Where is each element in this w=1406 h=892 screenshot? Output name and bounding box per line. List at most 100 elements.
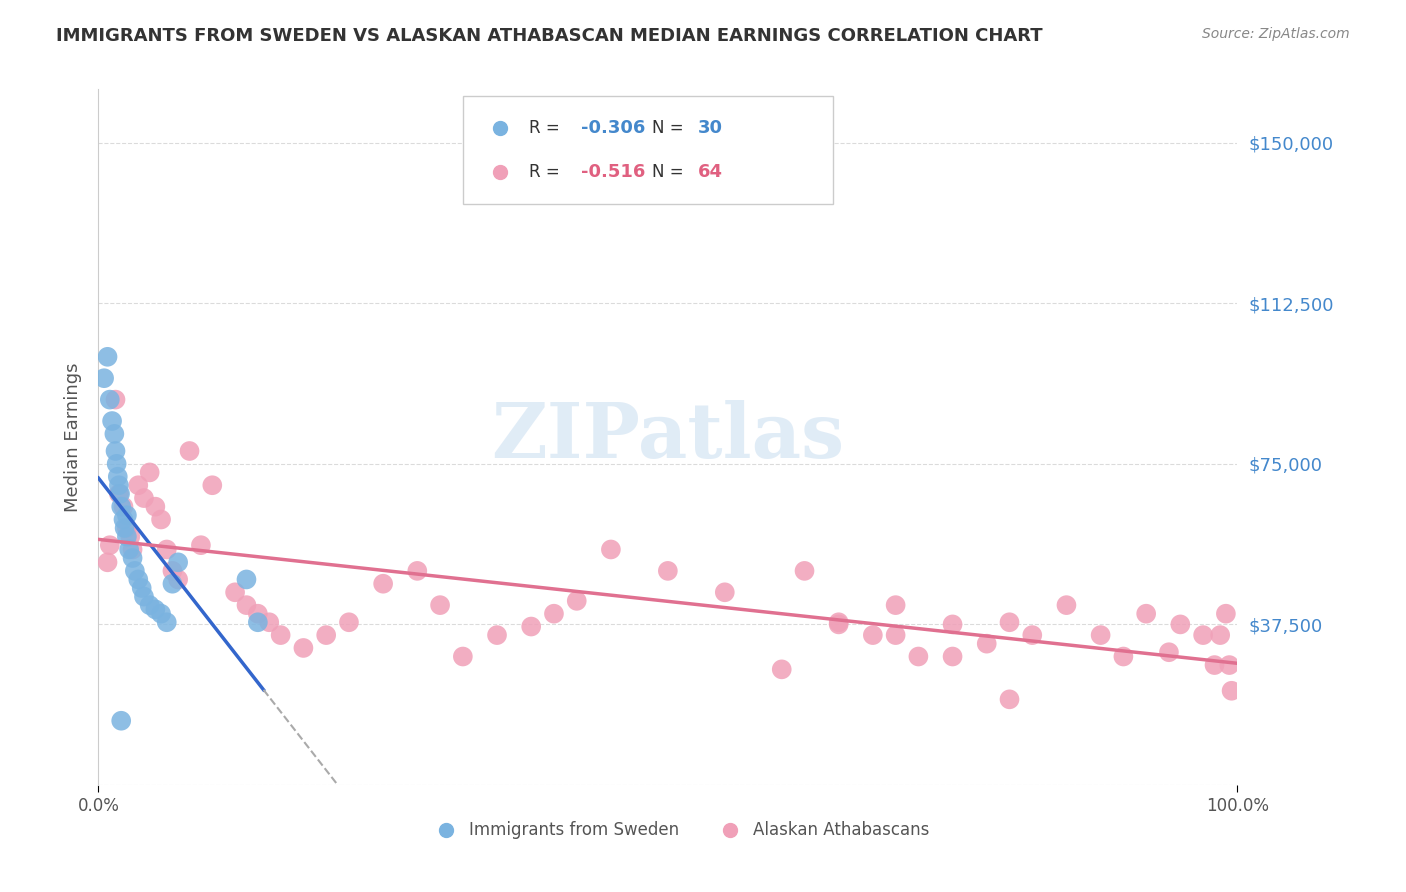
Point — [907, 649, 929, 664]
Point — [235, 573, 257, 587]
Point — [114, 521, 136, 535]
Point — [108, 487, 131, 501]
Point — [657, 564, 679, 578]
Point — [132, 590, 155, 604]
Point — [150, 512, 173, 526]
Point — [270, 628, 292, 642]
Point — [138, 598, 160, 612]
Text: N =: N = — [652, 162, 689, 181]
Text: -0.516: -0.516 — [581, 162, 645, 181]
Point — [118, 542, 141, 557]
Point — [145, 500, 167, 514]
Point — [108, 487, 131, 501]
Point — [101, 414, 124, 428]
Point — [201, 478, 224, 492]
Point — [108, 478, 131, 492]
Point — [156, 615, 179, 630]
Point — [600, 542, 623, 557]
Text: R =: R = — [529, 120, 565, 137]
Point — [714, 585, 737, 599]
Point — [565, 594, 588, 608]
Point — [259, 615, 281, 630]
Point — [138, 466, 160, 480]
FancyBboxPatch shape — [463, 96, 832, 204]
Point — [115, 530, 138, 544]
Point — [1135, 607, 1157, 621]
Point — [121, 551, 143, 566]
Point — [828, 615, 851, 630]
Point — [127, 478, 149, 492]
Point — [235, 598, 257, 612]
Point — [105, 457, 128, 471]
Point — [292, 640, 315, 655]
Point — [371, 576, 394, 591]
Point — [486, 628, 509, 642]
Point — [190, 538, 212, 552]
Point — [96, 350, 118, 364]
Point — [1204, 658, 1226, 673]
Point — [543, 607, 565, 621]
Y-axis label: Median Earnings: Median Earnings — [65, 362, 83, 512]
Point — [110, 500, 132, 514]
Point — [1112, 649, 1135, 664]
Point — [1192, 628, 1215, 642]
Text: Immigrants from Sweden: Immigrants from Sweden — [468, 822, 679, 839]
Point — [998, 615, 1021, 630]
Point — [132, 491, 155, 505]
Point — [1021, 628, 1043, 642]
Text: 30: 30 — [697, 120, 723, 137]
Point — [104, 444, 127, 458]
Text: IMMIGRANTS FROM SWEDEN VS ALASKAN ATHABASCAN MEDIAN EARNINGS CORRELATION CHART: IMMIGRANTS FROM SWEDEN VS ALASKAN ATHABA… — [56, 27, 1043, 45]
Point — [224, 585, 246, 599]
Point — [246, 607, 269, 621]
Point — [315, 628, 337, 642]
Point — [145, 602, 167, 616]
Point — [98, 538, 121, 552]
Point — [179, 444, 201, 458]
Point — [942, 649, 965, 664]
Point — [337, 615, 360, 630]
Point — [150, 607, 173, 621]
Point — [167, 573, 190, 587]
Point — [770, 662, 793, 676]
Point — [884, 628, 907, 642]
Point — [793, 564, 815, 578]
Point — [96, 555, 118, 569]
Point — [121, 542, 143, 557]
Point — [124, 564, 146, 578]
Point — [1090, 628, 1112, 642]
Point — [406, 564, 429, 578]
Point — [131, 581, 153, 595]
Point — [115, 521, 138, 535]
Text: Source: ZipAtlas.com: Source: ZipAtlas.com — [1202, 27, 1350, 41]
Point — [120, 530, 142, 544]
Point — [246, 615, 269, 630]
Point — [115, 508, 138, 523]
Point — [107, 469, 129, 483]
Point — [976, 637, 998, 651]
Point — [1215, 607, 1237, 621]
Point — [451, 649, 474, 664]
Point — [104, 392, 127, 407]
Point — [110, 714, 132, 728]
Text: Alaskan Athabascans: Alaskan Athabascans — [754, 822, 929, 839]
Point — [156, 542, 179, 557]
Point — [862, 628, 884, 642]
Text: N =: N = — [652, 120, 689, 137]
Point — [1218, 658, 1240, 673]
Point — [93, 371, 115, 385]
Point — [1220, 683, 1243, 698]
Point — [162, 576, 184, 591]
Point — [998, 692, 1021, 706]
Point — [520, 619, 543, 633]
Point — [1157, 645, 1180, 659]
Point — [103, 426, 125, 441]
Point — [1170, 617, 1192, 632]
Text: ZIPatlas: ZIPatlas — [491, 401, 845, 474]
Point — [112, 512, 135, 526]
Point — [98, 392, 121, 407]
Point — [1209, 628, 1232, 642]
Point — [112, 500, 135, 514]
Point — [127, 573, 149, 587]
Point — [942, 617, 965, 632]
